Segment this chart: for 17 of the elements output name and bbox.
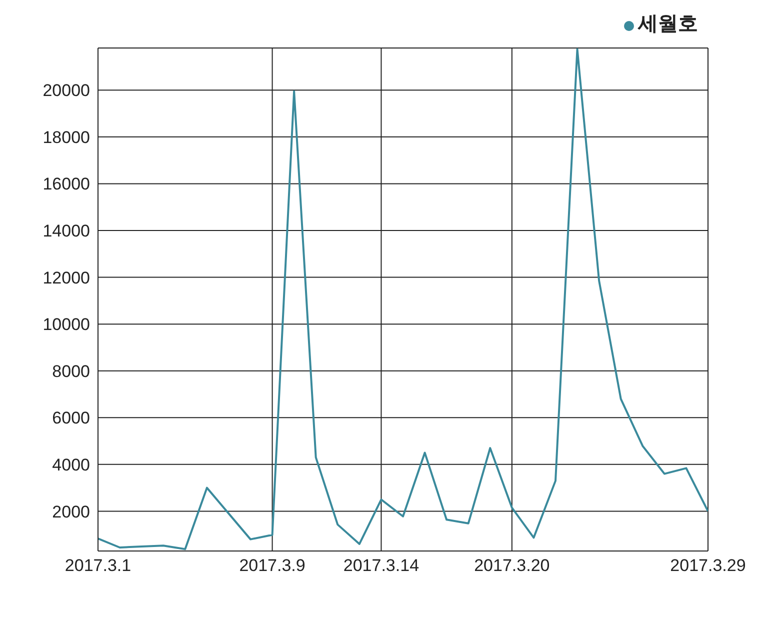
- y-tick-label: 10000: [42, 315, 90, 334]
- x-tick-label: 2017.3.9: [239, 556, 306, 576]
- y-tick-label: 2000: [52, 502, 90, 522]
- x-tick-label: 2017.3.14: [343, 556, 420, 576]
- y-tick-label: 16000: [42, 174, 90, 194]
- y-tick-label: 18000: [42, 128, 90, 147]
- y-tick-label: 4000: [52, 455, 90, 474]
- y-tick-label: 6000: [52, 408, 90, 428]
- x-tick-label: 2017.3.29: [670, 556, 746, 576]
- y-tick-label: 8000: [52, 362, 90, 381]
- line-series: [98, 48, 708, 550]
- x-tick-label: 2017.3.1: [64, 556, 132, 576]
- x-tick-label: 2017.3.20: [474, 556, 550, 576]
- y-tick-label: 14000: [42, 222, 90, 241]
- y-tick-label: 12000: [42, 268, 90, 288]
- y-tick-label: 20000: [42, 81, 90, 100]
- legend-label: 세월호: [638, 13, 698, 35]
